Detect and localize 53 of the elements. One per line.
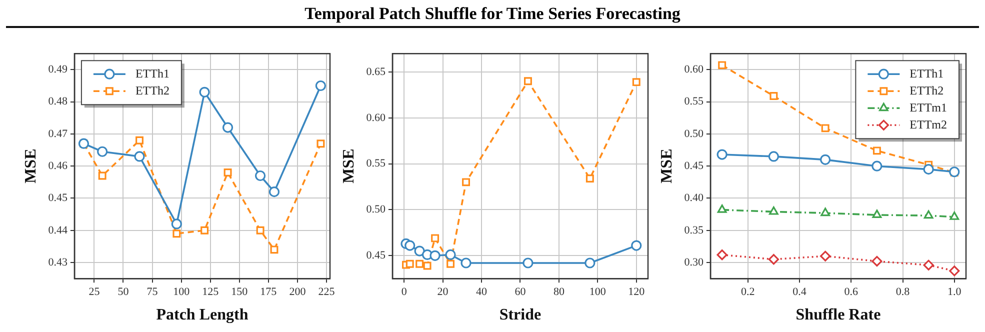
y-tick-label: 0.48 xyxy=(48,96,68,108)
y-axis-title: MSE xyxy=(22,148,40,184)
x-tick-label: 200 xyxy=(289,286,306,298)
x-tick-label: 0.6 xyxy=(844,286,859,298)
y-tick-label: 0.65 xyxy=(366,66,386,78)
y-tick-label: 0.50 xyxy=(684,128,704,140)
x-axis-title: Patch Length xyxy=(156,306,248,324)
x-axis-title: Shuffle Rate xyxy=(796,306,881,324)
x-axis-title: Stride xyxy=(499,306,542,324)
y-axis-title: MSE xyxy=(340,148,358,184)
legend-label: ETTm2 xyxy=(910,117,948,132)
y-tick-label: 0.46 xyxy=(48,160,68,172)
x-tick-label: 1.0 xyxy=(948,286,962,298)
y-tick-label: 0.55 xyxy=(366,158,386,170)
x-tick-label: 100 xyxy=(589,286,606,298)
y-tick-label: 0.60 xyxy=(366,112,386,124)
x-tick-label: 100 xyxy=(173,286,190,298)
x-tick-label: 0.2 xyxy=(741,286,755,298)
y-axis-title: MSE xyxy=(658,148,676,184)
x-tick-label: 0.4 xyxy=(792,286,807,298)
y-tick-label: 0.45 xyxy=(366,250,386,262)
x-tick-label: 0 xyxy=(401,286,408,298)
legend-label: ETTh2 xyxy=(910,83,944,98)
x-tick-label: 175 xyxy=(260,286,278,298)
y-tick-label: 0.35 xyxy=(684,224,704,236)
x-tick-label: 50 xyxy=(118,286,130,298)
x-tick-label: 40 xyxy=(476,286,488,298)
y-tick-label: 0.50 xyxy=(366,204,386,216)
text: Temporal Patch Shuffle for Time Series Forecasting xyxy=(304,4,682,24)
y-tick-label: 0.43 xyxy=(48,256,68,268)
y-tick-label: 0.49 xyxy=(48,64,68,76)
x-tick-label: 225 xyxy=(318,286,336,298)
y-tick-label: 0.30 xyxy=(684,256,704,268)
x-tick-label: 60 xyxy=(514,286,526,298)
x-tick-label: 75 xyxy=(146,286,158,298)
y-tick-label: 0.45 xyxy=(48,192,68,204)
legend-label: ETTh1 xyxy=(910,66,944,80)
legend-label: ETTm1 xyxy=(910,100,948,114)
y-tick-label: 0.60 xyxy=(684,64,704,76)
x-tick-label: 120 xyxy=(628,286,646,298)
legend-label: ETTh2 xyxy=(135,83,170,98)
x-tick-label: 25 xyxy=(88,286,100,298)
x-tick-label: 80 xyxy=(553,286,565,298)
y-tick-label: 0.45 xyxy=(684,160,704,172)
y-tick-label: 0.40 xyxy=(684,192,704,204)
y-tick-label: 0.44 xyxy=(48,224,68,236)
y-tick-label: 0.55 xyxy=(684,96,704,108)
y-tick-label: 0.47 xyxy=(48,128,68,140)
x-tick-label: 0.8 xyxy=(896,286,910,298)
x-tick-label: 150 xyxy=(231,286,248,298)
legend-label: ETTh1 xyxy=(135,66,170,80)
x-tick-label: 125 xyxy=(202,286,220,298)
x-tick-label: 20 xyxy=(437,286,449,298)
